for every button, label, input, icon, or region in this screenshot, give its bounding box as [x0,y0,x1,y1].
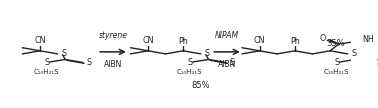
Text: S: S [334,58,339,67]
Text: AIBN: AIBN [104,60,122,69]
Text: CN: CN [142,36,154,45]
Text: S: S [87,58,92,67]
Text: CN: CN [34,36,46,45]
Text: C₁₀H₂₁S: C₁₀H₂₁S [177,69,202,75]
Text: NH: NH [362,35,373,44]
Text: S: S [187,58,192,67]
Text: S: S [230,58,235,67]
Text: 85%: 85% [191,81,210,91]
Text: C₁₀H₂₁S: C₁₀H₂₁S [33,69,59,75]
Text: S: S [377,58,378,67]
Text: S: S [44,58,49,67]
Text: NIPAM: NIPAM [215,31,239,40]
Text: Ph: Ph [290,37,300,46]
Text: Ph: Ph [178,37,188,46]
Text: C₁₀H₂₁S: C₁₀H₂₁S [323,69,349,75]
Text: AIBN: AIBN [218,60,236,69]
Text: CN: CN [254,36,265,45]
Text: S: S [61,49,67,58]
Text: 35%: 35% [326,39,345,48]
Text: styrene: styrene [98,31,127,40]
Text: S: S [204,49,210,58]
Text: O: O [319,34,325,43]
Text: S: S [352,49,356,58]
